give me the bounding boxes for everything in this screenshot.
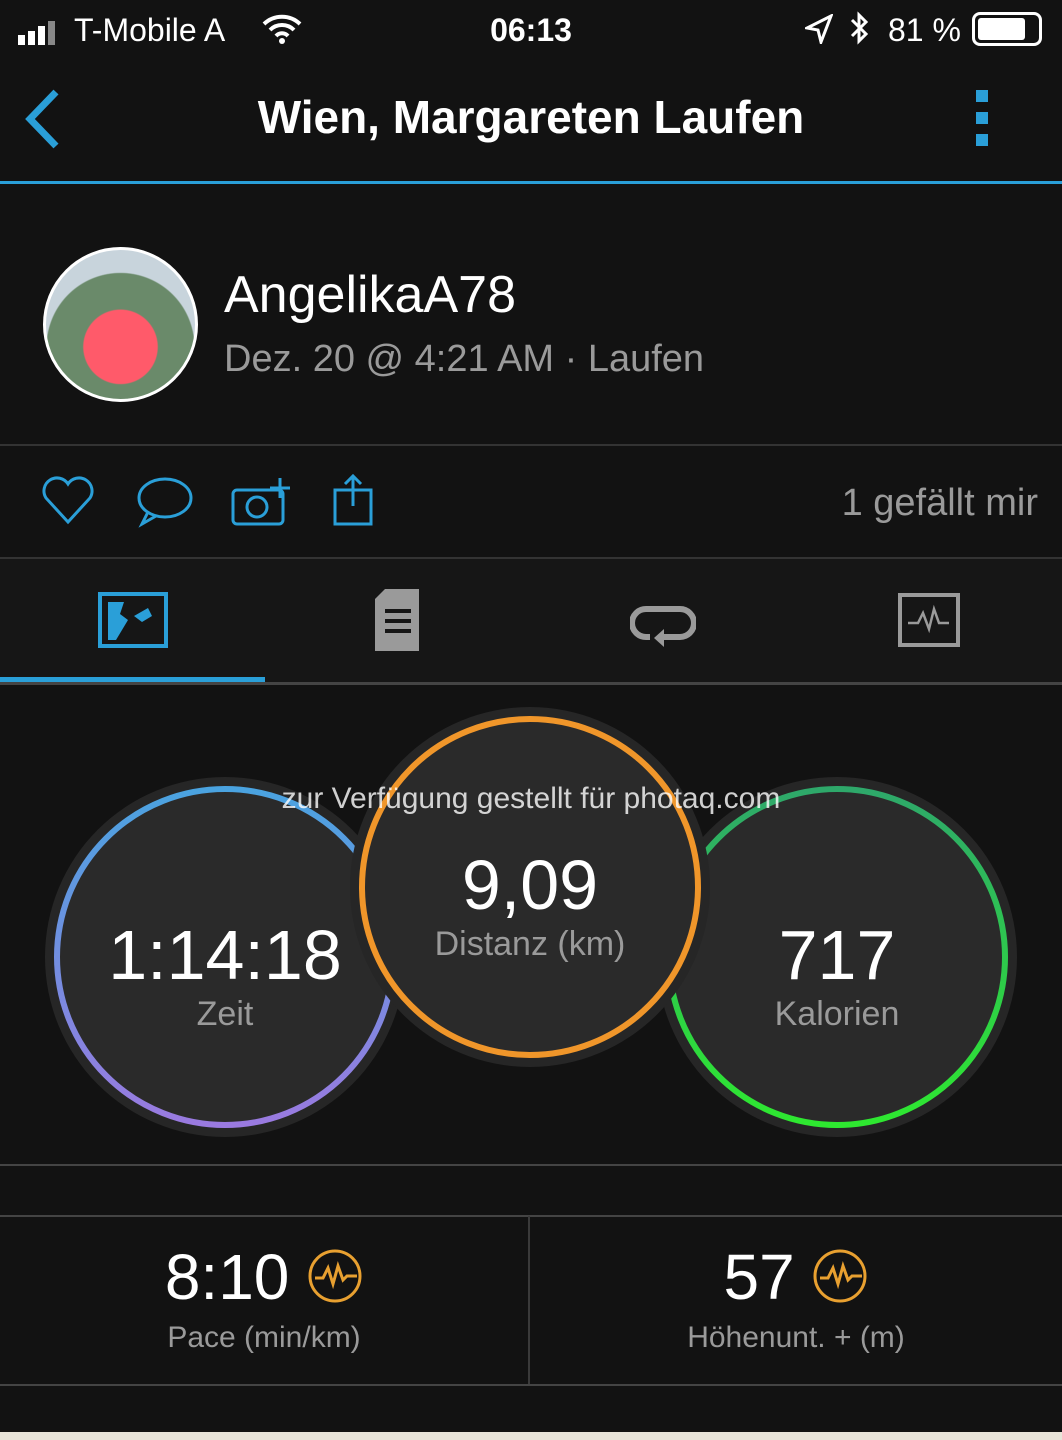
back-button[interactable] — [22, 88, 62, 155]
battery-percent: 81 % — [888, 12, 961, 48]
elevation-value: 57 — [723, 1241, 795, 1313]
page-title: Wien, Margareten Laufen — [257, 91, 805, 143]
laps-icon — [629, 597, 697, 652]
tab-charts[interactable] — [795, 559, 1062, 682]
tab-details[interactable] — [265, 559, 530, 682]
comment-icon[interactable] — [134, 476, 194, 533]
time-stat[interactable]: 1:14:18 Zeit — [45, 915, 405, 1034]
map-icon — [98, 592, 168, 653]
share-icon[interactable] — [332, 473, 376, 533]
map-preview[interactable] — [0, 1432, 1062, 1440]
distance-value: 9,09 — [461, 846, 599, 924]
pace-stat[interactable]: 8:10 Pace (min/km) — [0, 1240, 528, 1355]
battery-icon — [972, 12, 1042, 46]
likes-count[interactable]: 1 gefällt mir — [841, 482, 1038, 524]
badge-icon — [812, 1245, 868, 1319]
activity-meta: Dez. 20 @ 4:21 AM · Laufen — [224, 338, 705, 380]
status-bar: T-Mobile A 06:13 81 % — [0, 0, 1062, 60]
distance-stat[interactable]: 9,09 Distanz (km) — [350, 845, 710, 964]
distance-label: Distanz (km) — [434, 925, 626, 963]
charts-icon — [898, 593, 960, 652]
time-value: 1:14:18 — [108, 916, 342, 994]
details-icon — [373, 587, 421, 658]
nav-bar: Wien, Margareten Laufen — [0, 60, 1062, 184]
avatar[interactable] — [43, 247, 198, 402]
elevation-stat[interactable]: 57 Höhenunt. + (m) — [530, 1240, 1062, 1355]
heart-icon[interactable] — [40, 476, 96, 531]
pace-value: 8:10 — [164, 1241, 290, 1313]
location-icon — [802, 12, 834, 52]
clock: 06:13 — [490, 12, 572, 48]
pace-label: Pace (min/km) — [167, 1321, 361, 1355]
calories-stat[interactable]: 717 Kalorien — [657, 915, 1017, 1034]
username[interactable]: AngelikaA78 — [224, 266, 516, 324]
add-photo-icon[interactable] — [230, 476, 292, 533]
badge-icon — [307, 1245, 363, 1319]
tab-bar — [0, 559, 1062, 685]
calories-value: 717 — [778, 916, 896, 994]
elevation-label: Höhenunt. + (m) — [687, 1321, 905, 1355]
tab-map[interactable] — [0, 559, 265, 682]
signal-icon — [18, 16, 66, 45]
bluetooth-icon — [848, 10, 870, 54]
carrier: T-Mobile A — [74, 12, 226, 48]
calories-label: Kalorien — [774, 995, 900, 1033]
summary-rings — [45, 707, 1017, 1137]
more-button[interactable] — [974, 90, 992, 155]
watermark: zur Verfügung gestellt für photaq.com — [281, 782, 781, 815]
tab-laps[interactable] — [530, 559, 795, 682]
wifi-icon — [262, 12, 302, 52]
time-label: Zeit — [196, 995, 254, 1033]
